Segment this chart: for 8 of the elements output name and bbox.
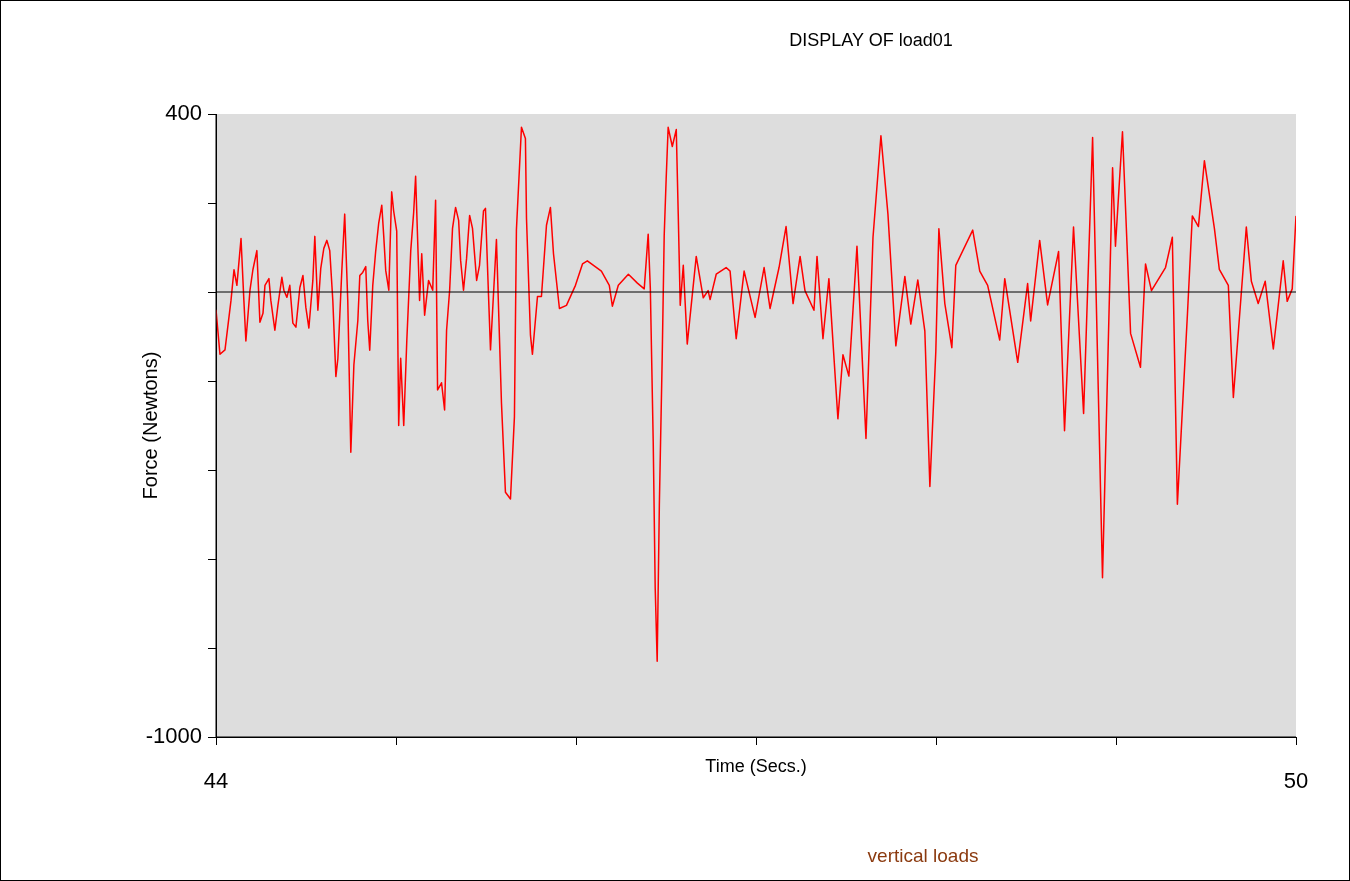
- text: vertical loads: [867, 845, 979, 867]
- x-tick-label: 44: [203, 768, 229, 794]
- chart-title: DISPLAY OF load01: [789, 29, 953, 50]
- x-axis-title: Time (Secs.): [705, 755, 807, 776]
- y-tick-label: 400: [165, 100, 202, 126]
- x-tick-label: 50: [1283, 768, 1309, 794]
- y-axis-title: Force (Newtons): [138, 351, 161, 500]
- y-tick-label: -1000: [145, 723, 202, 749]
